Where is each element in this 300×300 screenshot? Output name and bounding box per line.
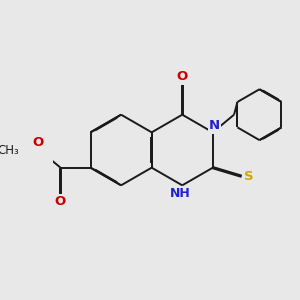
Text: O: O — [32, 136, 43, 149]
Text: O: O — [177, 70, 188, 83]
Text: O: O — [55, 195, 66, 208]
Text: N: N — [209, 119, 220, 133]
Text: NH: NH — [170, 187, 191, 200]
Text: S: S — [244, 170, 254, 183]
Text: CH₃: CH₃ — [0, 143, 19, 157]
